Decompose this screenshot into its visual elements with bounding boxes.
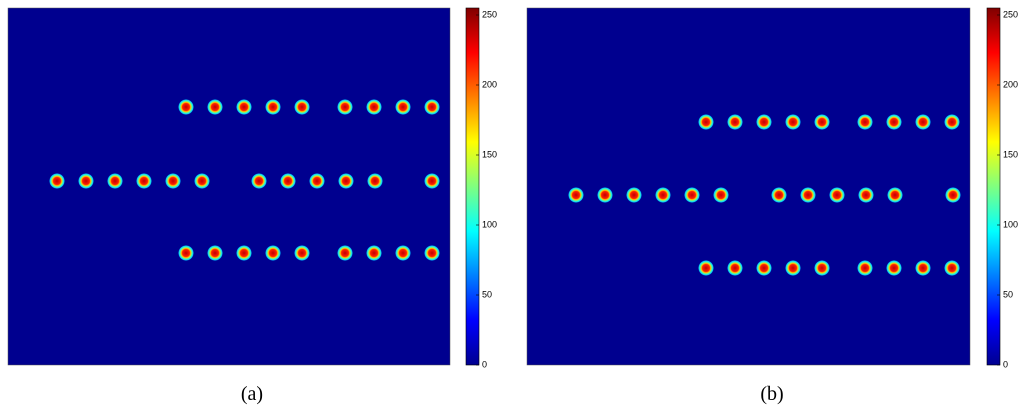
tick-label: 100 <box>482 219 497 229</box>
spot <box>944 114 960 130</box>
spot <box>655 187 671 203</box>
spot <box>265 245 281 261</box>
spot <box>207 99 223 115</box>
spot <box>136 173 152 189</box>
spot <box>78 173 94 189</box>
image <box>526 7 971 366</box>
tick-label: 150 <box>482 149 497 159</box>
spot <box>915 260 931 276</box>
spot <box>915 114 931 130</box>
spot <box>814 114 830 130</box>
tick-label: 0 <box>1003 359 1008 369</box>
spot <box>424 173 440 189</box>
spot <box>395 245 411 261</box>
tick-label: 0 <box>482 359 487 369</box>
panel-label: (b) <box>760 383 783 405</box>
spot <box>698 260 714 276</box>
tick-label: 50 <box>1003 289 1013 299</box>
spot <box>756 114 772 130</box>
spot <box>251 173 267 189</box>
spot <box>944 260 960 276</box>
spot <box>945 187 961 203</box>
spot <box>294 99 310 115</box>
spot <box>829 187 845 203</box>
spot <box>800 187 816 203</box>
spot <box>756 260 772 276</box>
spot <box>178 245 194 261</box>
spot <box>338 173 354 189</box>
tick-label: 150 <box>1003 149 1018 159</box>
image <box>7 7 451 366</box>
spot <box>771 187 787 203</box>
colorbar <box>986 7 1001 366</box>
spot <box>857 260 873 276</box>
spot <box>785 260 801 276</box>
spot <box>698 114 714 130</box>
spot <box>236 245 252 261</box>
spot <box>727 260 743 276</box>
tick-label: 200 <box>482 79 497 89</box>
spot <box>107 173 123 189</box>
spot <box>165 173 181 189</box>
spot <box>236 99 252 115</box>
spot <box>858 187 874 203</box>
spot <box>886 260 902 276</box>
spot <box>684 187 700 203</box>
spot <box>597 187 613 203</box>
spot <box>265 99 281 115</box>
spot <box>194 173 210 189</box>
panel-label: (a) <box>241 383 263 405</box>
colorbar <box>465 7 480 366</box>
tick-label: 250 <box>482 9 497 19</box>
spot <box>568 187 584 203</box>
spot <box>424 245 440 261</box>
spot <box>785 114 801 130</box>
tick-label: 100 <box>1003 219 1018 229</box>
spot <box>887 187 903 203</box>
spot <box>395 99 411 115</box>
spot <box>309 173 325 189</box>
spot <box>886 114 902 130</box>
spot <box>367 173 383 189</box>
spot <box>49 173 65 189</box>
spot <box>366 245 382 261</box>
spot <box>207 245 223 261</box>
spot <box>814 260 830 276</box>
spot <box>857 114 873 130</box>
tick-label: 50 <box>482 289 492 299</box>
tick-label: 200 <box>1003 79 1018 89</box>
spot <box>366 99 382 115</box>
spot <box>727 114 743 130</box>
tick-label: 250 <box>1003 9 1018 19</box>
spot <box>713 187 729 203</box>
spot <box>337 245 353 261</box>
spot <box>424 99 440 115</box>
spot <box>178 99 194 115</box>
spot <box>294 245 310 261</box>
spot <box>280 173 296 189</box>
spot <box>626 187 642 203</box>
spot <box>337 99 353 115</box>
